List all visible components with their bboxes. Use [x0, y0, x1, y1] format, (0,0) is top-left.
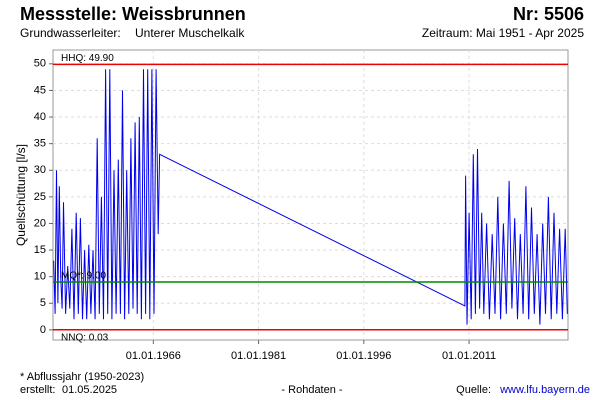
y-tick-label: 50	[34, 58, 46, 70]
aquifer-label: Grundwasserleiter:	[20, 26, 121, 40]
y-tick-label: 20	[34, 217, 46, 229]
y-tick-label: 0	[40, 324, 46, 336]
y-tick-label: 30	[34, 164, 46, 176]
y-tick-label: 10	[34, 271, 46, 283]
source-label: Quelle:	[456, 384, 491, 396]
x-tick-label: 01.01.1966	[126, 350, 181, 362]
source-link[interactable]: www.lfu.bayern.de	[499, 384, 590, 396]
y-tick-label: 15	[34, 244, 46, 256]
aquifer: Unterer Muschelkalk	[135, 26, 245, 40]
chart-title: Messstelle: Weissbrunnen	[20, 4, 246, 24]
y-tick-label: 35	[34, 138, 46, 150]
y-axis-label: Quellschüttung [l/s]	[14, 144, 28, 246]
data-kind: - Rohdaten -	[281, 384, 342, 396]
y-tick-label: 40	[34, 111, 46, 123]
y-tick-label: 45	[34, 84, 46, 96]
station-number: Nr: 5506	[513, 4, 584, 24]
x-tick-label: 01.01.2011	[442, 350, 496, 362]
reference-label: HHQ: 49.90	[61, 53, 114, 64]
y-tick-label: 25	[34, 191, 46, 203]
period: Zeitraum: Mai 1951 - Apr 2025	[422, 26, 584, 40]
y-tick-label: 5	[40, 297, 46, 309]
reference-label: MQ*: 9.00	[61, 271, 106, 282]
x-tick-label: 01.01.1981	[231, 350, 286, 362]
created-label: erstellt:	[20, 384, 55, 396]
x-tick-label: 01.01.1996	[336, 350, 391, 362]
reference-label: NNQ: 0.03	[61, 332, 109, 343]
created: 01.05.2025	[62, 384, 117, 396]
data-line	[53, 69, 568, 325]
footnote: * Abflussjahr (1950-2023)	[20, 371, 144, 383]
